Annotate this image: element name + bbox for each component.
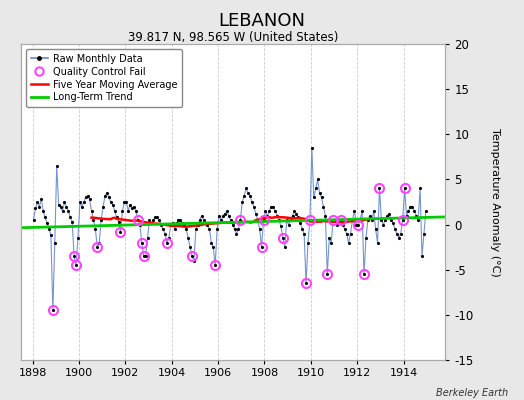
Text: Berkeley Earth: Berkeley Earth [436, 388, 508, 398]
Y-axis label: Temperature Anomaly (°C): Temperature Anomaly (°C) [490, 128, 500, 276]
Legend: Raw Monthly Data, Quality Control Fail, Five Year Moving Average, Long-Term Tren: Raw Monthly Data, Quality Control Fail, … [26, 49, 182, 107]
Text: LEBANON: LEBANON [219, 12, 305, 30]
Title: 39.817 N, 98.565 W (United States): 39.817 N, 98.565 W (United States) [128, 31, 339, 44]
